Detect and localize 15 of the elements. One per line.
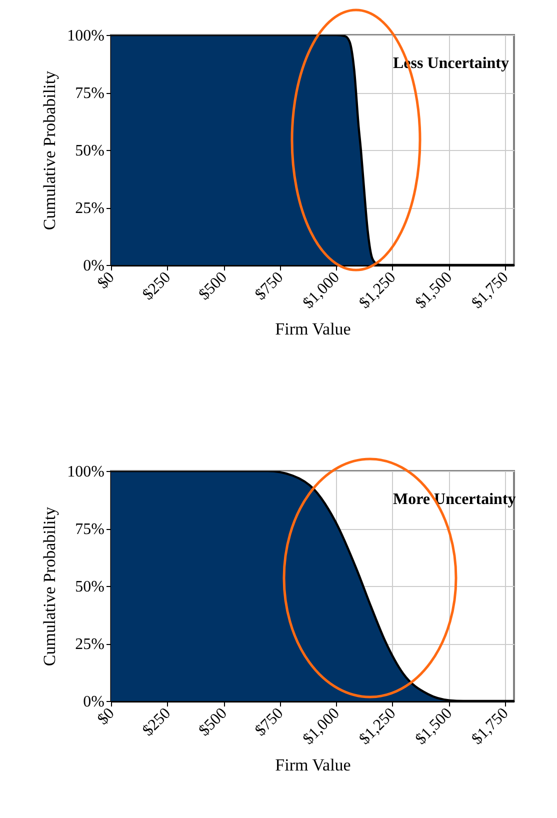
y-tick-label: 100% [67, 464, 104, 480]
y-tick-label: 0% [83, 694, 104, 710]
y-tick-label: 75% [75, 521, 104, 538]
y-tick-label: 100% [67, 28, 104, 44]
y-tick-label: 50% [75, 142, 104, 160]
y-tick-label: 25% [75, 200, 104, 217]
y-tick-label: 0% [83, 258, 104, 274]
y-tick-label: 50% [75, 578, 104, 596]
y-axis-title: Cumulative Probability [40, 506, 60, 666]
annotation: More Uncertainty [393, 491, 516, 508]
y-tick-label: 25% [75, 636, 104, 653]
x-axis-title: Firm Value [275, 755, 351, 774]
y-tick-label: 75% [75, 85, 104, 102]
y-axis-title: Cumulative Probability [40, 70, 60, 230]
x-axis-title: Firm Value [275, 319, 351, 338]
